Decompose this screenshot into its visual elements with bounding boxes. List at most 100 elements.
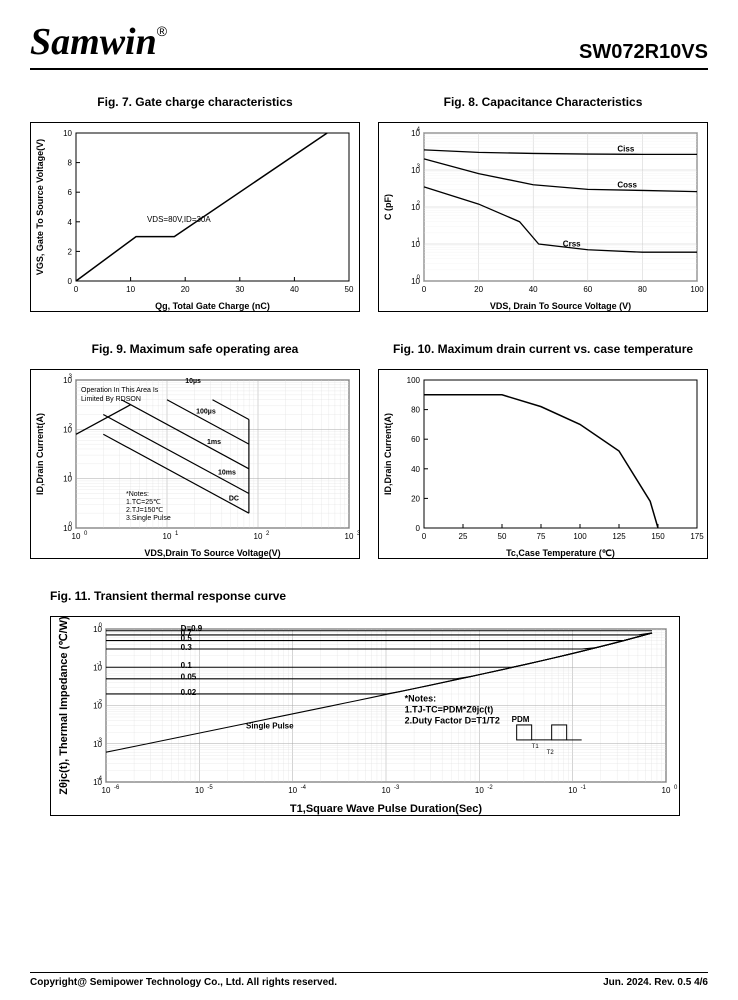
fig10-box: Fig. 10. Maximum drain current vs. case …	[378, 335, 708, 564]
svg-text:-4: -4	[97, 776, 103, 782]
svg-text:40: 40	[529, 285, 538, 294]
svg-text:*Notes:: *Notes:	[405, 694, 437, 704]
svg-text:VDS=80V,ID=30A: VDS=80V,ID=30A	[147, 215, 211, 224]
svg-text:0: 0	[68, 277, 73, 286]
svg-text:10: 10	[568, 786, 577, 795]
svg-text:0.1: 0.1	[181, 661, 193, 670]
svg-text:Ciss: Ciss	[617, 144, 634, 153]
copyright-text: Copyright@ Semipower Technology Co., Ltd…	[30, 977, 337, 988]
svg-text:10: 10	[382, 786, 391, 795]
svg-text:-5: -5	[207, 785, 213, 791]
svg-text:DC: DC	[229, 495, 239, 502]
part-number: SW072R10VS	[579, 41, 708, 64]
svg-text:2: 2	[266, 531, 270, 537]
svg-text:10: 10	[102, 786, 111, 795]
fig9-title: Fig. 9. Maximum safe operating area	[30, 335, 360, 363]
svg-text:VDS,Drain To Source Voltage(V): VDS,Drain To Source Voltage(V)	[144, 548, 280, 558]
svg-text:T1,Square Wave Pulse Duration(: T1,Square Wave Pulse Duration(Sec)	[290, 803, 482, 815]
svg-text:10: 10	[72, 532, 81, 541]
fig8-chart: 020406080100100101102103104CissCossCrssV…	[378, 122, 708, 312]
svg-text:10: 10	[288, 786, 297, 795]
svg-text:Single Pulse: Single Pulse	[246, 721, 294, 730]
svg-text:Operation In This Area Is: Operation In This Area Is	[81, 387, 159, 394]
svg-text:75: 75	[537, 532, 546, 541]
fig7-box: Fig. 7. Gate charge characteristics 0 10 2…	[30, 88, 360, 317]
svg-text:Coss: Coss	[617, 180, 637, 189]
svg-text:Qg, Total Gate Charge (nC): Qg, Total Gate Charge (nC)	[155, 301, 270, 311]
svg-text:*Notes:: *Notes:	[126, 491, 149, 498]
svg-text:20: 20	[181, 285, 190, 294]
svg-text:80: 80	[638, 285, 647, 294]
page-header: Samwin® SW072R10VS	[30, 20, 708, 70]
svg-text:0: 0	[674, 785, 678, 791]
svg-text:Limited By RDSON: Limited By RDSON	[81, 396, 141, 403]
svg-text:2: 2	[68, 247, 73, 256]
svg-text:30: 30	[235, 285, 244, 294]
svg-text:3: 3	[357, 531, 360, 537]
svg-text:10: 10	[475, 786, 484, 795]
svg-text:10: 10	[254, 532, 263, 541]
svg-text:0: 0	[416, 524, 421, 533]
svg-text:20: 20	[411, 494, 420, 503]
svg-text:0.02: 0.02	[181, 688, 197, 697]
svg-text:T1: T1	[532, 744, 540, 750]
svg-text:ID,Drain Current(A): ID,Drain Current(A)	[35, 413, 45, 495]
svg-text:0: 0	[99, 623, 103, 629]
svg-text:0: 0	[69, 522, 73, 528]
svg-text:-3: -3	[394, 785, 400, 791]
fig8-title: Fig. 8. Capacitance Characteristics	[378, 88, 708, 116]
svg-text:T2: T2	[547, 750, 555, 756]
svg-text:2: 2	[69, 423, 73, 429]
svg-text:0: 0	[417, 275, 421, 281]
svg-text:3: 3	[417, 164, 421, 170]
svg-text:100: 100	[407, 376, 421, 385]
registered-mark: ®	[157, 23, 167, 39]
svg-text:-6: -6	[114, 785, 120, 791]
svg-text:100µs: 100µs	[196, 409, 216, 416]
svg-text:2.Duty Factor D=T1/T2: 2.Duty Factor D=T1/T2	[405, 716, 500, 726]
svg-text:Tc,Case Temperature (℃): Tc,Case Temperature (℃)	[506, 548, 615, 558]
svg-text:0: 0	[422, 532, 427, 541]
svg-text:60: 60	[583, 285, 592, 294]
svg-text:-2: -2	[487, 785, 493, 791]
fig11-title: Fig. 11. Transient thermal response curv…	[30, 582, 708, 610]
svg-text:-4: -4	[301, 785, 307, 791]
svg-text:-1: -1	[97, 661, 103, 667]
svg-text:4: 4	[68, 218, 73, 227]
svg-text:10: 10	[345, 532, 354, 541]
svg-text:-2: -2	[97, 700, 103, 706]
fig11-chart: 10-610-510-410-310-210-110010-410-310-21…	[50, 616, 680, 816]
svg-text:3: 3	[69, 374, 73, 380]
svg-text:1.TC=25℃: 1.TC=25℃	[126, 499, 161, 506]
svg-text:2.TJ=150℃: 2.TJ=150℃	[126, 507, 163, 514]
svg-text:6: 6	[68, 188, 73, 197]
svg-text:10ms: 10ms	[218, 470, 236, 477]
svg-text:40: 40	[411, 465, 420, 474]
svg-text:VGS, Gate To Source Voltage(V): VGS, Gate To Source Voltage(V)	[35, 139, 45, 275]
svg-text:2: 2	[417, 201, 421, 207]
svg-text:10: 10	[163, 532, 172, 541]
svg-text:150: 150	[651, 532, 665, 541]
page-footer: Copyright@ Semipower Technology Co., Ltd…	[30, 972, 708, 988]
svg-text:0: 0	[422, 285, 427, 294]
svg-text:-1: -1	[581, 785, 587, 791]
fig7-title: Fig. 7. Gate charge characteristics	[30, 88, 360, 116]
svg-text:Zθjc(t), Thermal Impedance (℃/: Zθjc(t), Thermal Impedance (℃/W)	[58, 616, 70, 795]
svg-text:10: 10	[126, 285, 135, 294]
svg-text:0: 0	[74, 285, 79, 294]
svg-text:0.3: 0.3	[181, 643, 193, 652]
svg-text:VDS, Drain To Source Voltage (: VDS, Drain To Source Voltage (V)	[490, 301, 631, 311]
svg-text:1.TJ-TC=PDM*Zθjc(t): 1.TJ-TC=PDM*Zθjc(t)	[405, 705, 494, 715]
fig9-box: Fig. 9. Maximum safe operating area 10 0 1…	[30, 335, 360, 564]
row-1: Fig. 7. Gate charge characteristics 0 10 2…	[30, 88, 708, 317]
svg-text:C (pF): C (pF)	[383, 194, 393, 220]
svg-text:Crss: Crss	[563, 240, 581, 249]
svg-text:125: 125	[612, 532, 626, 541]
svg-text:0.5: 0.5	[181, 634, 193, 643]
svg-text:100: 100	[573, 532, 587, 541]
svg-text:1: 1	[69, 473, 73, 479]
svg-text:50: 50	[345, 285, 354, 294]
brand-logo: Samwin	[30, 21, 157, 63]
svg-text:4: 4	[417, 127, 421, 133]
row-3: Fig. 11. Transient thermal response curv…	[30, 582, 708, 821]
